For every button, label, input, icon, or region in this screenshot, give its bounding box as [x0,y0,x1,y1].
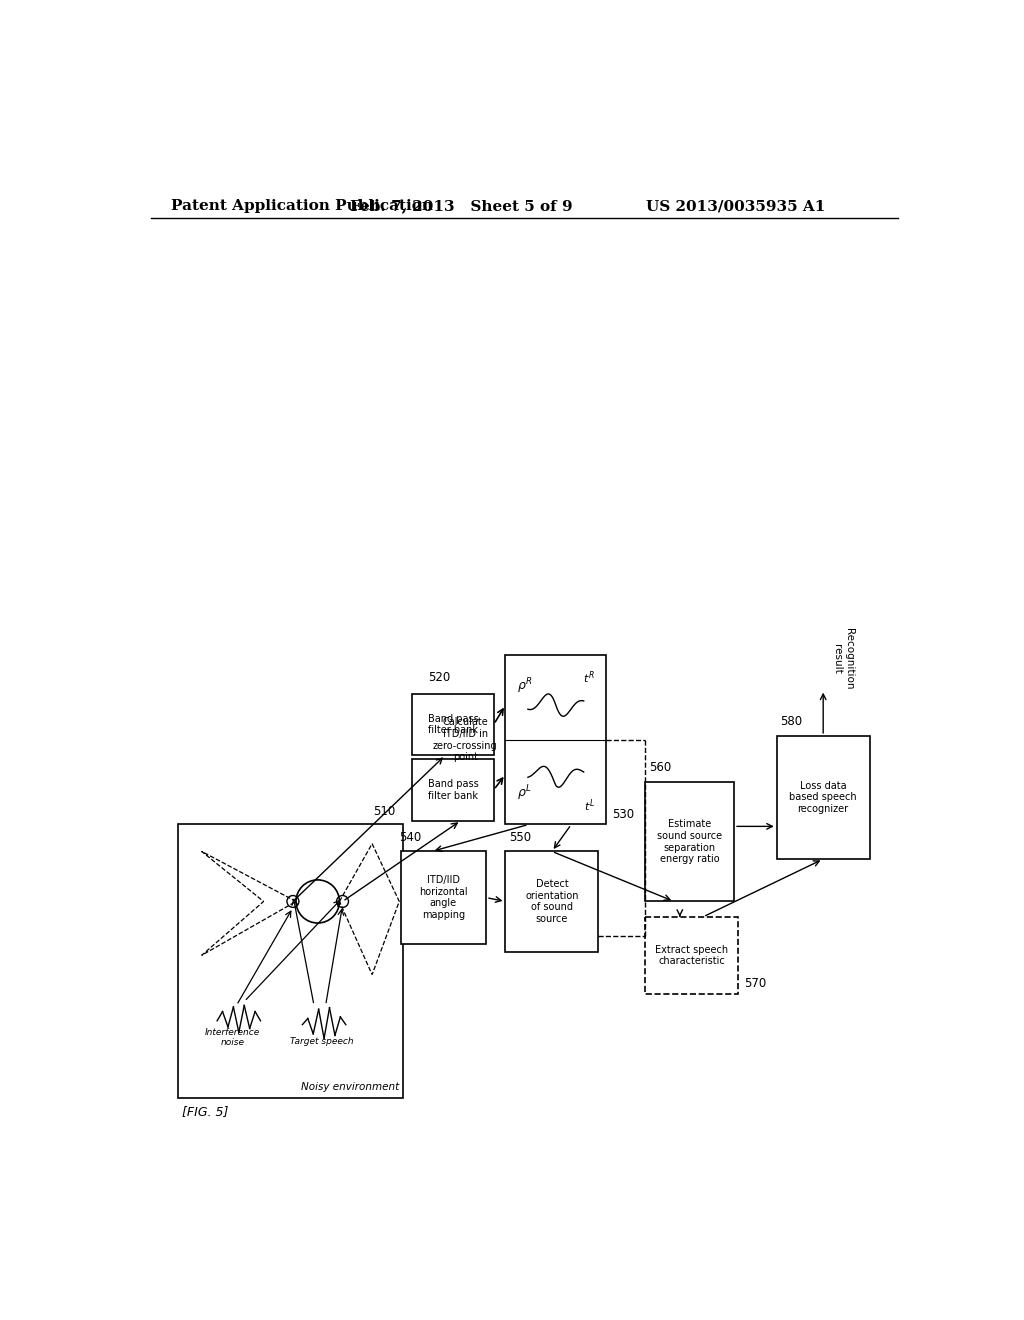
Text: Recognition
result: Recognition result [833,628,854,689]
Bar [178,825,403,1098]
Text: Detect
orientation
of sound
source: Detect orientation of sound source [525,879,579,924]
Text: ITD/IID
horizontal
angle
mapping: ITD/IID horizontal angle mapping [419,875,468,920]
Text: 520: 520 [428,672,451,684]
Text: $\rho^R$: $\rho^R$ [517,676,532,696]
Text: 530: 530 [612,808,635,821]
Text: Patent Application Publication: Patent Application Publication [171,199,432,213]
Text: 550: 550 [509,830,531,843]
Text: Loss data
based speech
recognizer: Loss data based speech recognizer [790,781,857,814]
Text: Target speech: Target speech [290,1038,353,1045]
Text: US 2013/0035935 A1: US 2013/0035935 A1 [646,199,825,213]
Text: Calculate
ITD/IID in
zero-crossing
point: Calculate ITD/IID in zero-crossing point [433,717,498,762]
Text: 540: 540 [399,830,422,843]
Bar [413,693,494,755]
Text: $t^R$: $t^R$ [583,669,595,686]
Text: Band pass
filter bank: Band pass filter bank [428,779,478,801]
Bar [776,737,869,859]
Text: $\rho^L$: $\rho^L$ [517,784,531,804]
Text: [FIG. 5]: [FIG. 5] [182,1105,228,1118]
Bar [400,851,486,944]
Text: Feb. 7, 2013   Sheet 5 of 9: Feb. 7, 2013 Sheet 5 of 9 [350,199,572,213]
Text: Band pass
filter bank: Band pass filter bank [428,714,478,735]
Text: 560: 560 [649,762,671,775]
Bar [506,851,598,952]
Bar [645,917,738,994]
Text: Interference
noise: Interference noise [205,1028,260,1048]
Text: Noisy environment: Noisy environment [301,1081,399,1092]
Bar [645,781,734,902]
Text: 570: 570 [744,977,766,990]
Text: 580: 580 [780,715,803,729]
Bar [506,655,606,825]
Text: Estimate
sound source
separation
energy ratio: Estimate sound source separation energy … [657,820,722,865]
Text: $t^L$: $t^L$ [584,797,595,813]
Text: Extract speech
characteristic: Extract speech characteristic [655,945,728,966]
Bar [413,759,494,821]
Text: 510: 510 [373,805,395,818]
